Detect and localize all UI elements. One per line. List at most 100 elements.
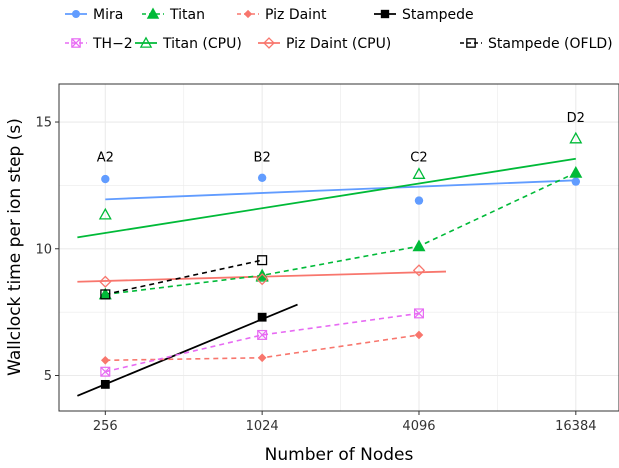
legend-key-stampede (374, 9, 396, 19)
legend-key-stampede_ofld (460, 38, 482, 48)
legend-key-marker-shape (466, 38, 476, 48)
legend-key-marker-shape (380, 9, 390, 19)
mira-point-shape (414, 196, 424, 205)
titan_cpu-fit-line (77, 157, 576, 239)
annotation-label: A2 (97, 150, 114, 165)
legend-key-marker (380, 9, 390, 19)
x-axis-ticks: 256 1024 4096 16384 (93, 411, 596, 434)
legend-key-marker-shape (263, 37, 275, 49)
y-tick-label: 5 (44, 369, 52, 384)
stampede_ofld-point-shape (257, 255, 268, 266)
piz-point (100, 355, 110, 365)
annotation-label: C2 (410, 150, 427, 165)
titan_cpu-point-shape (412, 167, 426, 179)
y-axis-title: Wallclock time per ion step (s) (5, 118, 25, 376)
piz-point-shape (257, 353, 267, 363)
titan_cpu-point (569, 131, 583, 144)
annotation-label: D2 (567, 111, 585, 126)
legend-key-marker (139, 36, 153, 48)
legend-key-marker (71, 38, 81, 48)
legend: Mira Titan Piz Daint Stampede TH−2 Titan (CPU… (65, 7, 613, 52)
titan_cpu-point (98, 207, 112, 220)
piz_cpu-point (412, 264, 426, 277)
th2-point (257, 329, 268, 340)
mira-point-shape (101, 174, 110, 184)
x-tick-label: 4096 (402, 419, 435, 434)
mira-point (414, 196, 424, 205)
x-tick-label: 1024 (246, 419, 279, 434)
th2-point (413, 308, 424, 319)
x-tick-label: 256 (93, 419, 118, 434)
y-tick-label: 15 (35, 116, 52, 131)
legend-label-mira: Mira (93, 7, 123, 23)
legend-key-th2 (65, 38, 87, 48)
th2-point-shape (100, 366, 111, 377)
legend-key-mira (65, 10, 87, 18)
annotation-label: B2 (254, 150, 271, 165)
titan_cpu-point-shape (569, 131, 583, 144)
plot-border (58, 83, 619, 412)
legend-key-marker (263, 37, 275, 49)
legend-key-marker-shape (72, 10, 80, 18)
piz-point (257, 353, 267, 363)
grid-lines (59, 84, 619, 411)
piz-point (414, 330, 424, 340)
stampede-point (257, 312, 267, 322)
titan-point (569, 165, 583, 178)
piz-point-shape (100, 355, 110, 365)
mira-point (571, 177, 581, 186)
th2-point-cross-b (100, 366, 111, 377)
legend-key-marker-cross-b (71, 38, 81, 48)
x-axis-title: Number of Nodes (265, 445, 414, 465)
titan-line (105, 171, 577, 296)
legend-key-marker-shape (139, 36, 153, 48)
piz_cpu-point-shape (256, 273, 269, 286)
stampede_ofld-point (257, 255, 268, 266)
th2-point-cross-b (257, 330, 267, 340)
mira-point (257, 173, 267, 182)
piz_cpu-point-shape (99, 275, 112, 288)
legend-key-marker (466, 38, 476, 48)
mira-fit-line (105, 179, 576, 201)
legend-key-marker (72, 10, 80, 18)
stampede_ofld-point-shape (100, 289, 111, 300)
legend-key-marker-shape (71, 38, 81, 48)
legend-label-th2: TH−2 (92, 36, 133, 52)
titan_cpu-point-shape (98, 207, 112, 220)
legend-label-piz_cpu: Piz Daint (CPU) (286, 36, 391, 52)
legend-key-titan (142, 7, 164, 19)
titan-point-shape (569, 165, 583, 178)
mira-point-shape (257, 173, 267, 182)
stampede-point-shape (100, 379, 110, 389)
legend-key-marker-shape (146, 7, 160, 19)
legend-key-piz_cpu (258, 37, 280, 49)
mira-point (101, 174, 110, 184)
piz-point-shape (414, 330, 424, 340)
piz_cpu-point (99, 275, 112, 288)
titan-point (412, 239, 426, 252)
x-tick-label: 16384 (555, 419, 596, 434)
y-axis-ticks: 5 10 15 (35, 116, 59, 384)
legend-label-titan: Titan (169, 7, 205, 23)
legend-label-piz: Piz Daint (265, 7, 327, 23)
th2-point (100, 366, 111, 377)
titan_cpu-point (412, 167, 426, 179)
annotations: A2 B2 C2 D2 (97, 111, 585, 165)
mira-point-shape (571, 177, 581, 186)
legend-key-titan_cpu (135, 36, 157, 48)
titan-point-shape (412, 239, 426, 252)
legend-key-marker-shape (243, 9, 253, 19)
legend-key-marker (146, 7, 160, 19)
stampede-point (100, 379, 110, 389)
y-tick-label: 10 (35, 242, 52, 257)
legend-label-stampede: Stampede (402, 7, 474, 23)
plot-panel (59, 84, 619, 411)
stampede-point-shape (257, 312, 267, 322)
legend-label-stampede_ofld: Stampede (OFLD) (488, 36, 613, 52)
piz_cpu-point (256, 273, 269, 286)
data-points (98, 131, 583, 389)
th2-point-shape (257, 329, 268, 340)
legend-label-titan_cpu: Titan (CPU) (162, 36, 242, 52)
piz_cpu-point-shape (412, 264, 426, 277)
